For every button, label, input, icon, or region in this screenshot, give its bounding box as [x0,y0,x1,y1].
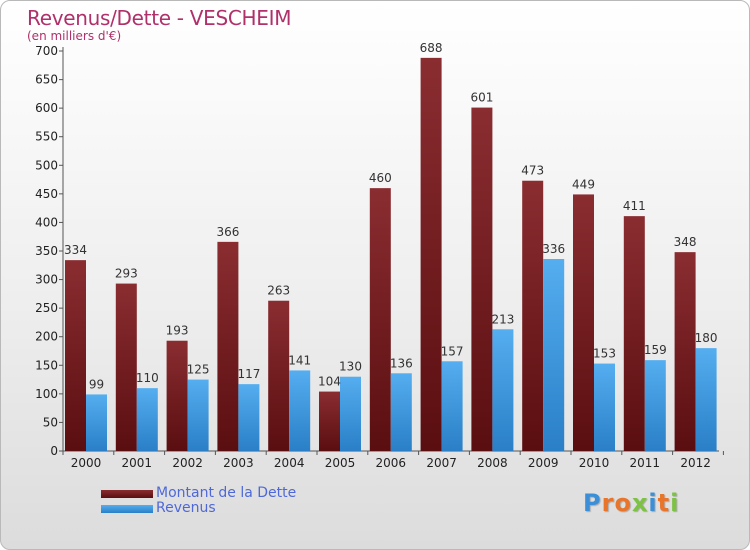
data-label-revenue-2002: 125 [187,363,210,377]
chart-title: Revenus/Dette - VESCHEIM [27,6,292,30]
bar-revenue-2007 [441,361,463,451]
data-label-revenue-2010: 153 [593,347,616,361]
y-tick-label: 0 [50,444,58,458]
bar-debt-2012 [674,252,696,451]
data-label-revenue-2005: 130 [339,360,362,374]
bar-debt-2010 [573,194,594,451]
bar-revenue-2009 [543,259,565,451]
legend-label-revenue: Revenus [156,500,216,516]
bar-debt-2009 [522,180,544,451]
data-label-revenue-2004: 141 [288,353,311,367]
bar-debt-2004 [268,300,290,451]
x-tick-label: 2006 [376,456,407,470]
bar-revenue-2010 [594,363,615,451]
data-label-debt-2008: 601 [470,91,493,105]
y-tick-label: 500 [35,158,58,172]
data-label-debt-2005: 104 [318,375,341,389]
x-tick-label: 2004 [274,456,305,470]
data-label-revenue-2007: 157 [441,344,464,358]
x-tick-label: 2002 [172,456,203,470]
y-tick-label: 650 [35,73,58,87]
x-tick-label: 2008 [477,456,508,470]
y-tick-label: 200 [35,330,58,344]
bar-debt-2000 [65,260,86,451]
y-tick-label: 600 [35,101,58,115]
x-tick-label: 2012 [680,456,711,470]
data-label-debt-2011: 411 [623,199,646,213]
y-tick-label: 350 [35,244,58,258]
bar-debt-2001 [115,283,137,451]
x-tick-label: 2005 [325,456,356,470]
bar-revenue-2004 [289,370,311,451]
axes: 0 50 100 150 200 250 300 350 400 450 500 550 600 650 7… [35,44,724,470]
legend-label-debt: Montant de la Dette [156,485,297,501]
bar-debt-2003 [217,241,239,451]
data-label-debt-2003: 366 [216,225,239,239]
bar-revenue-2011 [644,360,666,451]
bar-debt-2011 [623,216,645,451]
data-label-debt-2000: 334 [64,243,87,257]
y-tick-label: 250 [35,301,58,315]
bar-revenue-2008 [492,329,514,451]
y-tick-label: 400 [35,215,58,229]
y-tick-label: 550 [35,130,58,144]
data-label-revenue-2012: 180 [695,331,718,345]
y-tick-label: 300 [35,273,58,287]
data-label-debt-2006: 460 [369,171,392,185]
proxiti-logo: Proxiti [583,489,680,517]
data-label-debt-2002: 193 [166,324,189,338]
data-label-debt-2001: 293 [115,267,138,281]
bar-revenue-2001 [136,388,158,451]
y-tick-label: 50 [43,415,58,429]
data-label-revenue-2000: 99 [89,377,104,391]
bar-revenue-2012 [695,348,717,451]
bar-revenue-2006 [390,373,412,451]
data-label-debt-2010: 449 [572,177,595,191]
bar-debt-2005 [319,391,340,451]
data-label-debt-2007: 688 [420,41,443,55]
data-label-debt-2009: 473 [521,164,544,178]
y-tick-label: 150 [35,358,58,372]
bar-revenue-2003 [238,384,260,451]
bar-revenue-2002 [187,379,209,451]
data-label-revenue-2001: 110 [136,371,159,385]
bar-revenue-2005 [340,376,361,451]
x-tick-label: 2007 [426,456,457,470]
data-label-revenue-2009: 336 [542,242,565,256]
data-label-debt-2004: 263 [267,284,290,298]
data-label-revenue-2006: 136 [390,356,413,370]
y-tick-label: 100 [35,387,58,401]
data-label-revenue-2003: 117 [237,367,260,381]
legend-swatch-revenue [101,505,153,513]
data-label-revenue-2008: 213 [491,312,514,326]
unit-label: (en milliers d'€) [27,29,122,43]
y-tick-label: 700 [35,44,58,58]
x-tick-label: 2011 [630,456,661,470]
bar-revenue-2000 [86,394,107,451]
x-tick-label: 2010 [579,456,610,470]
bar-debt-2007 [420,57,442,451]
data-label-revenue-2011: 159 [644,343,667,357]
x-tick-label: 2009 [528,456,559,470]
data-label-debt-2012: 348 [674,235,697,249]
bar-debt-2002 [166,340,188,451]
x-tick-label: 2000 [71,456,102,470]
y-tick-label: 450 [35,187,58,201]
x-tick-label: 2001 [122,456,153,470]
bar-debt-2006 [369,188,391,451]
legend-swatch-debt [101,490,153,498]
bar-debt-2008 [471,107,493,452]
bars [65,57,717,452]
x-tick-label: 2003 [223,456,254,470]
